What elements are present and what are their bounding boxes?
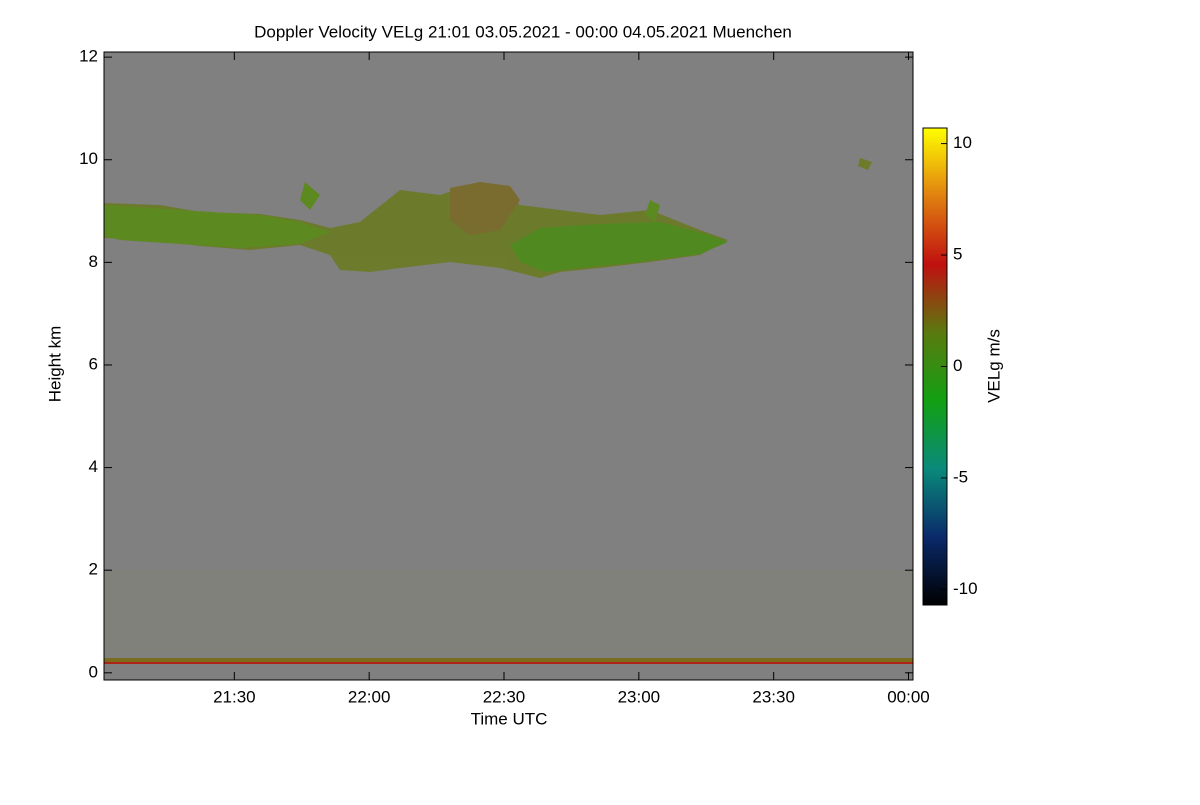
x-tick-label: 23:30: [752, 687, 795, 706]
y-tick-label: 4: [89, 457, 98, 476]
y-tick-label: 8: [89, 252, 98, 271]
x-axis-label: Time UTC: [471, 709, 548, 728]
y-tick-label: 6: [89, 354, 98, 373]
x-tick-label: 23:00: [618, 687, 661, 706]
colorbar-tick-label: 10: [953, 133, 972, 152]
colorbar-tick-label: 0: [953, 356, 962, 375]
plot-frame: [103, 51, 914, 681]
plot-background: [104, 52, 913, 680]
colorbar-label: VELg m/s: [984, 329, 1003, 403]
x-tick-label: 21:30: [213, 687, 256, 706]
y-tick-label: 0: [89, 662, 98, 681]
x-tick-label: 22:00: [348, 687, 391, 706]
chart-title: Doppler Velocity VELg 21:01 03.05.2021 -…: [254, 22, 792, 41]
y-tick-label: 12: [79, 47, 98, 66]
x-tick-label: 00:00: [887, 687, 930, 706]
y-axis-label: Height km: [45, 326, 64, 403]
colorbar-tick-label: -10: [953, 579, 978, 598]
x-tick-label: 22:30: [483, 687, 526, 706]
colorbar-tick-label: 5: [953, 245, 962, 264]
y-tick-label: 2: [89, 560, 98, 579]
radar-field: [104, 158, 913, 664]
colorbar-tick-label: -5: [953, 467, 968, 486]
y-tick-label: 10: [79, 149, 98, 168]
